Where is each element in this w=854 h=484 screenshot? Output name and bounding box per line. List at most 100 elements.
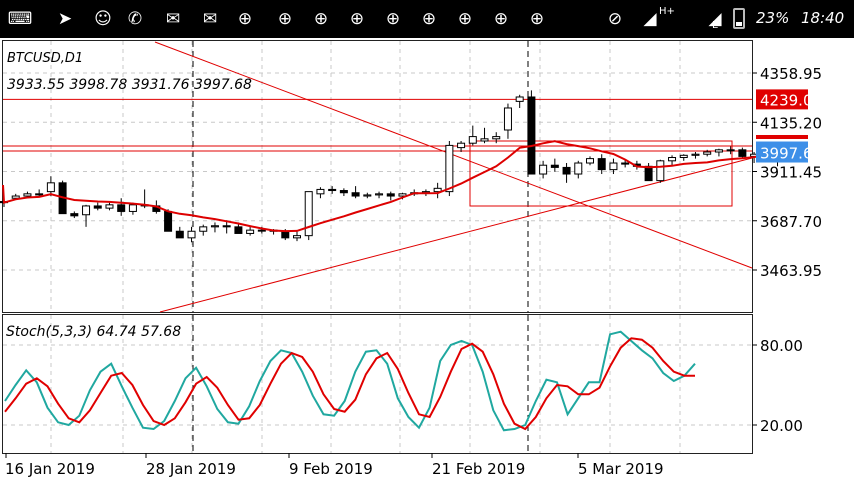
candle: [304, 191, 313, 241]
candle: [82, 204, 91, 227]
mail-icon: ✉: [165, 9, 181, 29]
candle: [351, 186, 360, 199]
stoch-k-line: [4, 330, 696, 432]
candle: [609, 158, 618, 175]
date-label: 28 Jan 2019: [146, 460, 236, 478]
battery-percent: 23%: [756, 9, 790, 27]
current-price-badge: 3997.68: [756, 141, 822, 163]
clock: 18:40: [801, 9, 845, 27]
candle: [668, 155, 677, 166]
dnd-icon: ⊘: [607, 9, 623, 29]
candle: [46, 176, 55, 197]
game-icon: ⊕: [529, 9, 545, 29]
game-icon: ⊕: [421, 9, 437, 29]
svg-text:3997.68: 3997.68: [760, 145, 822, 163]
candle: [550, 158, 559, 172]
price-label: 3687.70: [760, 213, 822, 231]
date-label: 16 Jan 2019: [5, 460, 95, 478]
price-label: 3911.45: [760, 164, 822, 182]
candle: [35, 189, 44, 198]
date-label: 9 Feb 2019: [289, 460, 373, 478]
candle: [293, 231, 301, 242]
candle: [691, 152, 700, 159]
candle: [714, 148, 723, 157]
network-type-label: H+: [659, 6, 675, 17]
candle: [574, 160, 583, 179]
candle: [199, 224, 208, 236]
candle: [328, 186, 337, 194]
candle: [492, 132, 501, 144]
symbol-label: BTCUSD,D1: [7, 51, 83, 66]
candle: [656, 159, 665, 183]
game-icon: ⊕: [237, 9, 253, 29]
candle: [433, 182, 442, 199]
game-icon: ⊕: [277, 9, 293, 29]
uptrend-line[interactable]: [159, 157, 753, 313]
candle: [621, 159, 630, 168]
candle: [175, 226, 184, 239]
svg-text:4239.06: 4239.06: [760, 91, 822, 109]
candle: [210, 222, 219, 233]
candle: [316, 187, 325, 199]
stochastic-lines: [4, 330, 696, 432]
candle: [246, 226, 255, 236]
candle: [457, 141, 466, 153]
candle: [70, 211, 79, 219]
candle: [128, 202, 137, 215]
ohlc-values: 3933.55 3998.78 3931.76 3997.68: [7, 77, 252, 93]
candle: [93, 202, 102, 211]
candle: [503, 103, 512, 139]
candle: [738, 147, 747, 158]
network-type-label: E: [712, 20, 719, 31]
moving-average-line: [2, 140, 802, 233]
stoch-level-label: 20.00: [760, 417, 803, 435]
candle: [562, 163, 571, 183]
trading-chart[interactable]: BTCUSD,D1 3933.55 3998.78 3931.76 3997.6…: [0, 38, 854, 480]
whatsapp-icon: ✆: [127, 9, 143, 29]
candle: [386, 191, 395, 201]
candle: [539, 160, 548, 179]
downtrend-line[interactable]: [154, 41, 753, 269]
main-chart-panel[interactable]: [2, 40, 753, 313]
stoch-level-label: 80.00: [760, 337, 803, 355]
candle: [703, 149, 712, 157]
stoch-label: Stoch(5,3,3) 64.74 57.68: [6, 324, 181, 340]
candle: [480, 127, 489, 144]
candle: [527, 90, 536, 175]
range-box[interactable]: [469, 140, 733, 207]
axis-labels: BTCUSD,D1 3933.55 3998.78 3931.76 3997.6…: [5, 51, 822, 478]
send-icon: ➤: [57, 9, 73, 29]
candle: [468, 125, 477, 146]
candle: [222, 220, 231, 234]
candle: [679, 154, 688, 161]
game-icon: ⊕: [457, 9, 473, 29]
game-icon: ⊕: [493, 9, 509, 29]
alert-price-badge: 4239.06: [756, 89, 822, 110]
battery-icon: [733, 8, 745, 29]
candle: [445, 141, 454, 197]
price-label: 4358.95: [760, 65, 822, 83]
signal-icon: ◢: [643, 9, 657, 29]
mask-icon: ☺: [94, 9, 112, 29]
candle: [375, 191, 384, 199]
date-label: 21 Feb 2019: [432, 460, 525, 478]
status-bar: ⌨ ➤ ☺ ✆ ✉ ✉ ⊕ ⊕ ⊕ ⊕ ⊕ ⊕ ⊕ ⊕ ⊕ ⊘ ◢ ◢ H+ E 23% 18:40: [0, 0, 854, 38]
candle: [597, 154, 606, 175]
game-icon: ⊕: [349, 9, 365, 29]
date-label: 5 Mar 2019: [578, 460, 664, 478]
candle: [515, 94, 524, 108]
game-icon: ⊕: [313, 9, 329, 29]
game-icon: ⊕: [385, 9, 401, 29]
candle: [105, 202, 114, 211]
candle: [339, 188, 348, 197]
candle: [187, 226, 196, 243]
moving-average: [2, 140, 802, 233]
signal-icon: ◢: [708, 9, 722, 29]
price-label: 3463.95: [760, 262, 822, 280]
candle: [363, 192, 372, 199]
candle: [586, 156, 594, 166]
candle: [726, 146, 735, 155]
gmail-icon: ✉: [202, 9, 218, 29]
price-label: 4135.20: [760, 114, 822, 132]
keyboard-icon: ⌨: [7, 9, 33, 29]
